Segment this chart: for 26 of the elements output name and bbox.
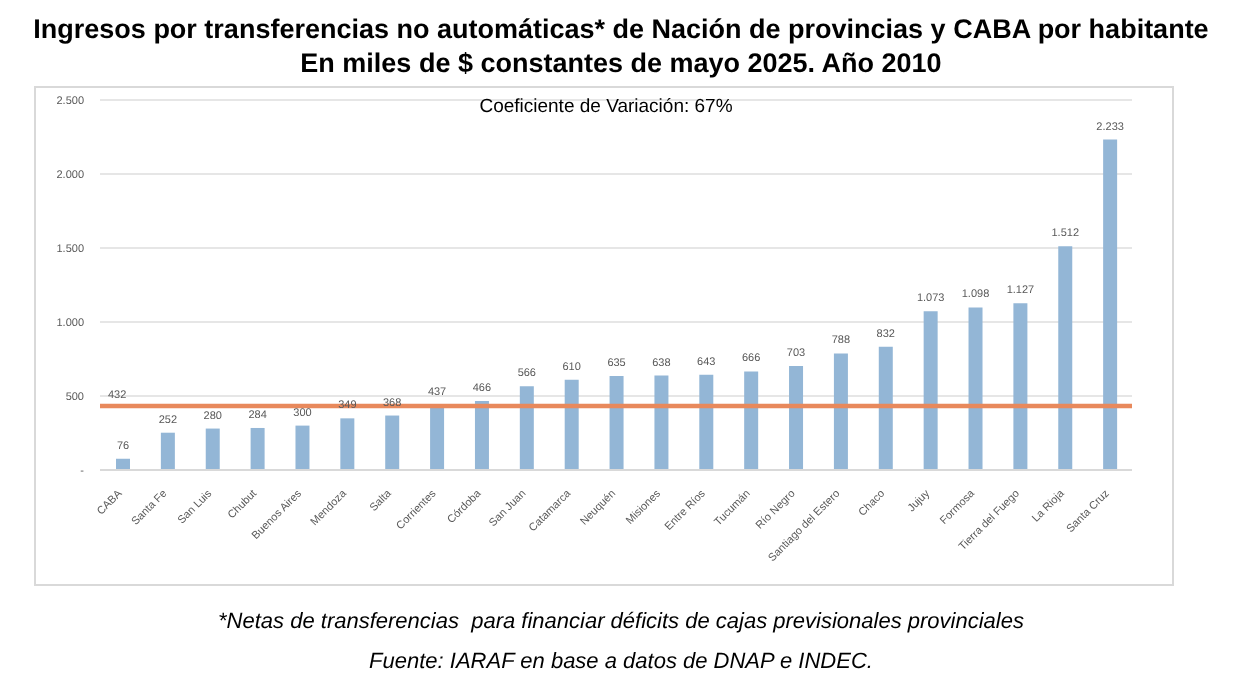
bar [609,376,624,470]
bar [699,374,714,470]
bar [519,386,534,470]
chart-title: Ingresos por transferencias no automáticas* de Nación de provincias y CABA por habitante En miles de $ constantes de mayo 2025. Año 2010 [31,12,1211,80]
bar [385,415,400,470]
annotation: Coeficiente de Variación: 67% [479,96,733,118]
bar [878,346,893,470]
bar [205,428,220,470]
text: *Netas de transferencias para financiar déficits de cajas previsionales provinciales [216,608,1026,638]
bar [1013,303,1028,470]
bar [250,427,265,470]
bar [160,432,175,470]
bar [654,375,669,470]
bar [833,353,848,470]
bar [474,401,489,470]
bar [295,425,310,470]
source-note: Fuente: IARAF en base a datos de DNAP e INDEC. [367,648,875,678]
bar [968,307,983,470]
bar [923,311,938,470]
bar [1058,246,1073,470]
bar [340,418,355,470]
bar [789,365,804,470]
bar [744,371,759,470]
bar [430,405,445,470]
bar [564,379,579,470]
bar [1103,139,1118,470]
